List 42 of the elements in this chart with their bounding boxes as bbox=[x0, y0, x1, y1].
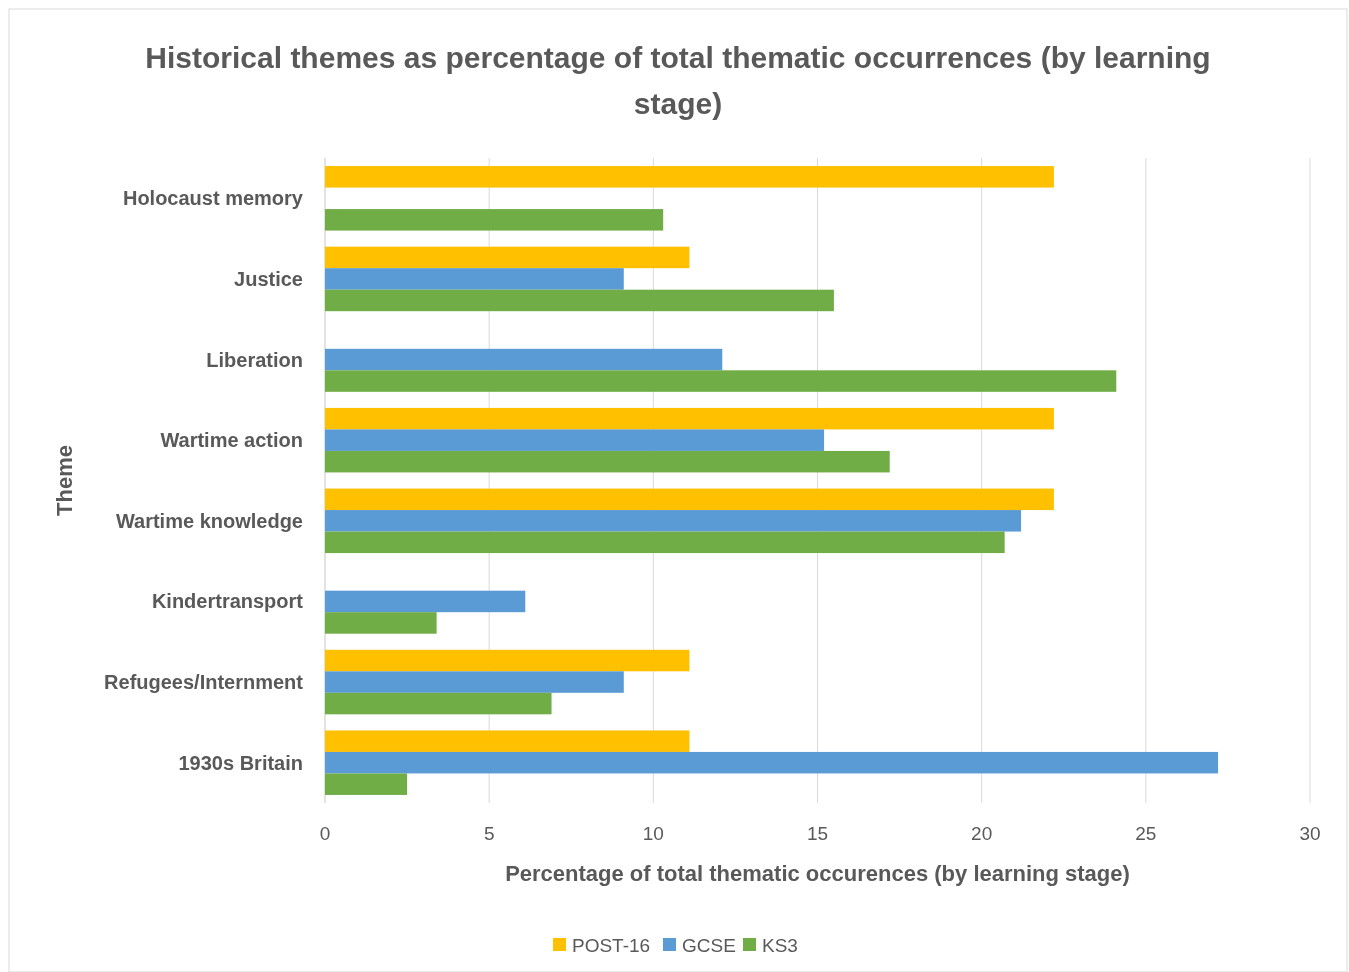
y-tick-label: Refugees/Internment bbox=[104, 671, 304, 694]
bar bbox=[325, 268, 624, 290]
y-tick-label: 1930s Britain bbox=[178, 751, 303, 774]
y-tick-label: Liberation bbox=[206, 348, 303, 371]
bar bbox=[325, 209, 664, 231]
y-axis-title: Theme bbox=[52, 445, 77, 516]
y-tick-label: Kindertransport bbox=[151, 590, 304, 613]
bar bbox=[325, 510, 1022, 532]
legend-label: POST-16 bbox=[572, 934, 651, 956]
y-tick-label: Wartime action bbox=[160, 429, 303, 452]
bar bbox=[325, 246, 690, 269]
legend-label: GCSE bbox=[682, 934, 736, 956]
bar bbox=[325, 730, 690, 752]
bar bbox=[325, 407, 1054, 430]
bar bbox=[325, 531, 1005, 554]
bar bbox=[325, 429, 825, 451]
bar bbox=[325, 649, 690, 672]
x-tick-label: 10 bbox=[642, 823, 664, 844]
x-tick-label: 15 bbox=[806, 823, 829, 844]
bar bbox=[325, 348, 723, 371]
bar bbox=[325, 450, 890, 473]
bar bbox=[325, 166, 1054, 188]
legend-label: KS3 bbox=[762, 934, 798, 956]
bar bbox=[325, 590, 526, 613]
bar bbox=[325, 751, 1219, 774]
x-axis-title: Percentage of total thematic occurences (by learning stage) bbox=[505, 861, 1130, 886]
bar bbox=[325, 370, 1117, 392]
x-tick-label: 30 bbox=[1299, 823, 1321, 844]
x-tick-label: 25 bbox=[1135, 823, 1157, 844]
chart-title: Historical themes as percentage of total thematic occurrences (by learning stage) bbox=[145, 41, 1211, 120]
bar bbox=[325, 773, 408, 795]
bar bbox=[325, 488, 1054, 511]
bar bbox=[325, 612, 437, 634]
y-tick-label: Wartime knowledge bbox=[115, 509, 303, 532]
x-tick-label: 0 bbox=[319, 823, 331, 844]
y-tick-label: Holocaust memory bbox=[122, 187, 304, 210]
x-tick-label: 5 bbox=[483, 823, 495, 844]
bar bbox=[325, 671, 624, 693]
y-tick-label: Justice bbox=[234, 267, 303, 290]
bar bbox=[325, 289, 834, 312]
x-tick-label: 20 bbox=[971, 823, 993, 844]
bar bbox=[325, 692, 552, 715]
